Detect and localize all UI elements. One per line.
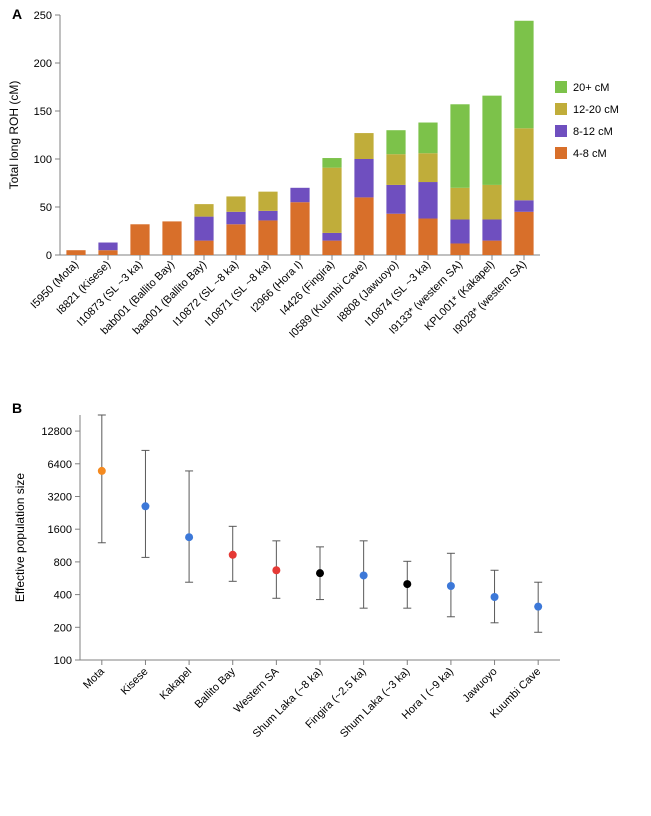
bar-segment: [226, 212, 245, 224]
bar-segment: [482, 96, 501, 185]
bar-segment: [418, 153, 437, 182]
bar-segment: [354, 159, 373, 197]
svg-text:50: 50: [40, 202, 52, 214]
bar-segment: [98, 243, 117, 251]
bar-segment: [386, 130, 405, 154]
bar-segment: [514, 212, 533, 255]
bar-segment: [258, 220, 277, 255]
bar-segment: [354, 133, 373, 159]
bar-segment: [386, 154, 405, 185]
x-label: Jawuoyo: [460, 666, 499, 705]
bar-segment: [386, 185, 405, 214]
bar-segment: [130, 224, 149, 255]
bar-segment: [482, 219, 501, 240]
svg-text:8-12 cM: 8-12 cM: [573, 126, 613, 138]
bar-segment: [322, 158, 341, 168]
bar-segment: [322, 168, 341, 233]
data-point: [316, 569, 324, 577]
x-label: Kisese: [119, 666, 151, 698]
bar-segment: [290, 188, 309, 202]
bar-segment: [194, 204, 213, 216]
bar-segment: [514, 21, 533, 129]
bar-segment: [322, 241, 341, 255]
data-point: [98, 467, 106, 475]
svg-text:800: 800: [54, 557, 72, 569]
bar-segment: [482, 185, 501, 220]
data-point: [185, 533, 193, 541]
svg-text:1600: 1600: [48, 524, 72, 536]
bar-segment: [226, 196, 245, 211]
svg-text:0: 0: [46, 250, 52, 262]
data-point: [491, 593, 499, 601]
panel-a-chart: 050100150200250Total long ROH (cM)I5950 …: [0, 0, 651, 380]
svg-text:250: 250: [34, 10, 52, 22]
bar-segment: [194, 241, 213, 255]
bar-segment: [482, 241, 501, 255]
bar-segment: [162, 221, 181, 255]
data-point: [272, 566, 280, 574]
bar-segment: [322, 233, 341, 241]
x-label: Kakapel: [158, 666, 195, 703]
panel-b-chart: 100 200 400 800 1600 3200 6400 12800 Effective p…: [0, 400, 651, 816]
bar-segment: [258, 192, 277, 211]
svg-text:100: 100: [54, 655, 72, 667]
svg-text:150: 150: [34, 106, 52, 118]
bar-segment: [386, 214, 405, 255]
figure-root: A 050100150200250Total long ROH (cM)I595…: [0, 0, 651, 816]
bar-segment: [258, 211, 277, 221]
bar-segment: [290, 202, 309, 255]
svg-text:200: 200: [34, 58, 52, 70]
svg-text:6400: 6400: [48, 459, 72, 471]
svg-text:20+ cM: 20+ cM: [573, 82, 609, 94]
data-point: [360, 571, 368, 579]
bar-segment: [450, 243, 469, 255]
bar-segment: [514, 128, 533, 200]
bar-segment: [418, 123, 437, 154]
data-point: [403, 580, 411, 588]
bar-segment: [450, 104, 469, 188]
svg-text:12800: 12800: [41, 426, 72, 438]
bar-segment: [418, 182, 437, 218]
bar-segment: [418, 219, 437, 255]
svg-text:Effective population size: Effective population size: [13, 473, 27, 603]
svg-text:12-20 cM: 12-20 cM: [573, 104, 619, 116]
svg-text:Total long ROH (cM): Total long ROH (cM): [7, 81, 21, 190]
bar-segment: [194, 217, 213, 241]
svg-text:100: 100: [34, 154, 52, 166]
bar-segment: [514, 200, 533, 212]
bar-segment: [66, 250, 85, 255]
data-point: [534, 603, 542, 611]
data-point: [229, 551, 237, 559]
x-label: Mota: [81, 665, 107, 691]
bar-segment: [98, 250, 117, 255]
svg-text:4-8 cM: 4-8 cM: [573, 148, 607, 160]
data-point: [447, 582, 455, 590]
bar-segment: [226, 224, 245, 255]
svg-text:400: 400: [54, 590, 72, 602]
bar-segment: [450, 188, 469, 220]
legend: 20+ cM 12-20 cM 8-12 cM 4-8 cM: [555, 81, 619, 160]
x-label: Ballito Bay: [193, 665, 239, 711]
bar-segment: [450, 219, 469, 243]
bar-segment: [354, 197, 373, 255]
svg-text:200: 200: [54, 622, 72, 634]
svg-text:3200: 3200: [48, 491, 72, 503]
data-point: [141, 502, 149, 510]
